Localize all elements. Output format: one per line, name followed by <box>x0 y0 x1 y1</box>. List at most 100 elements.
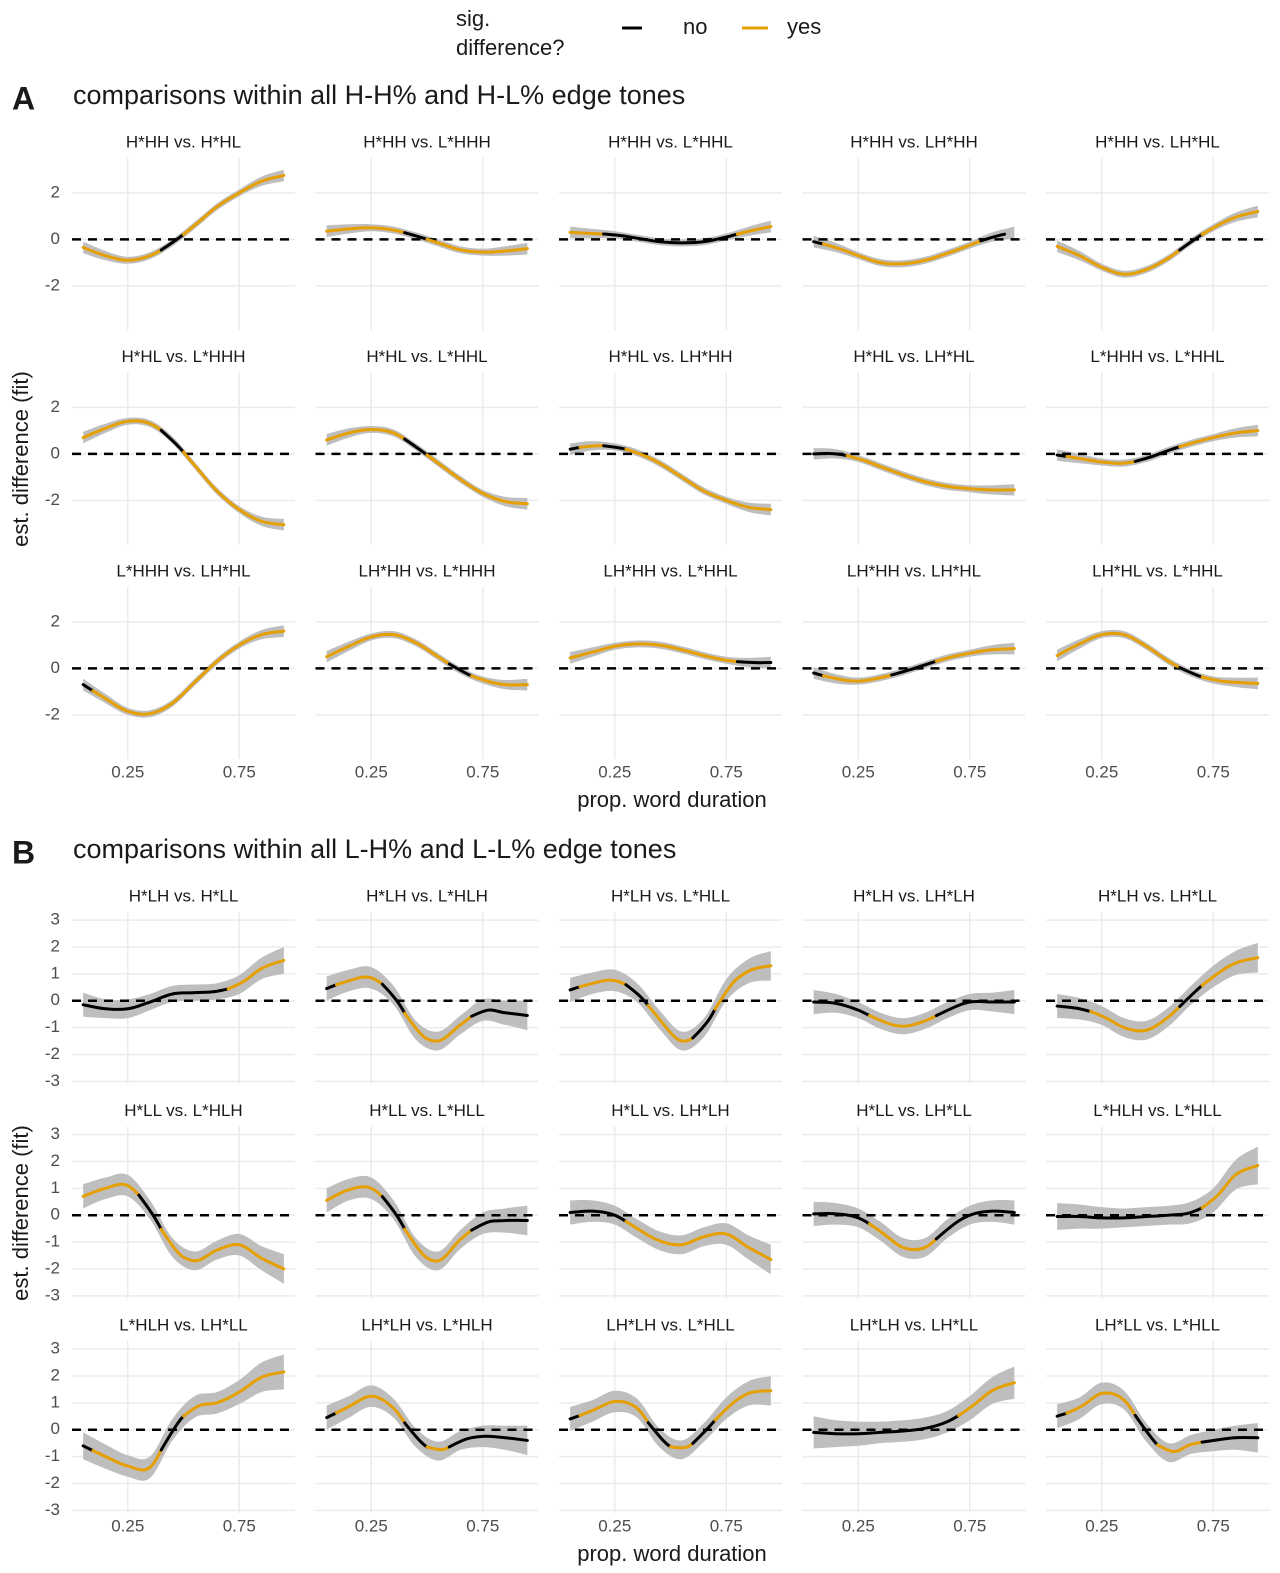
fit-line <box>821 239 983 266</box>
x-tick-label: 0.75 <box>466 762 499 781</box>
y-tick-label: 2 <box>51 1151 60 1170</box>
panel-title: L*HLH vs. LH*LL <box>119 1315 248 1334</box>
fit-line <box>159 428 185 454</box>
fit-line <box>1055 1206 1204 1220</box>
panel-title: LH*LH vs. L*HLH <box>361 1315 492 1334</box>
fit-line <box>934 1209 1016 1241</box>
panel-title: LH*LL vs. L*HLL <box>1095 1315 1220 1334</box>
x-tick-label: 0.25 <box>111 1516 144 1535</box>
fit-line <box>1156 1440 1204 1454</box>
y-tick-label: -2 <box>45 1044 60 1063</box>
fit-line <box>159 232 185 252</box>
fit-line <box>1089 1004 1182 1033</box>
panel-title: H*HH vs. H*HL <box>126 132 241 151</box>
confidence-band <box>813 1366 1015 1449</box>
legend-label: yes <box>787 14 821 39</box>
confidence-band <box>326 966 528 1051</box>
x-tick-label: 0.25 <box>598 1516 631 1535</box>
y-tick-label: -2 <box>45 704 60 723</box>
y-tick-label: 2 <box>51 182 60 201</box>
fit-line <box>325 427 407 442</box>
y-tick-label: 0 <box>51 1205 60 1224</box>
fit-line <box>403 1227 474 1263</box>
fit-line <box>325 632 451 666</box>
panel-title: LH*HL vs. L*HHL <box>1092 561 1223 580</box>
panel-title: LH*LH vs. L*HLL <box>606 1315 735 1334</box>
fit-line <box>470 1218 529 1232</box>
panel-title: LH*HH vs. L*HHH <box>359 561 496 580</box>
fit-line <box>568 1209 628 1223</box>
fit-line <box>812 1414 961 1436</box>
x-tick-label: 0.25 <box>598 762 631 781</box>
confidence-band <box>83 946 284 1019</box>
y-tick-label: 3 <box>51 1339 60 1358</box>
fit-line <box>1055 244 1182 276</box>
x-tick-label: 0.75 <box>710 762 743 781</box>
panel-title: LH*HH vs. LH*HL <box>847 561 981 580</box>
panel-title: H*HH vs. L*HHL <box>608 132 733 151</box>
confidence-band <box>570 950 771 1051</box>
fit-line <box>1200 956 1260 987</box>
legend-title: difference? <box>456 35 564 60</box>
y-tick-label: -2 <box>45 490 60 509</box>
y-tick-label: 0 <box>51 990 60 1009</box>
y-tick-label: 2 <box>51 397 60 416</box>
fit-line <box>821 673 894 683</box>
legend-label: no <box>683 14 707 39</box>
confidence-band <box>1057 942 1258 1041</box>
confidence-band <box>326 1385 528 1461</box>
fit-line <box>735 225 773 236</box>
x-tick-label: 0.25 <box>842 762 875 781</box>
fit-line <box>470 674 529 687</box>
panel-title: H*HL vs. L*HHH <box>121 347 245 366</box>
panel-title: H*HH vs. LH*HL <box>1095 132 1220 151</box>
section-label: B <box>12 834 35 870</box>
y-tick-label: 3 <box>51 1124 60 1143</box>
panel-title: H*HH vs. L*HHH <box>363 132 491 151</box>
confidence-band <box>326 1175 528 1271</box>
x-tick-label: 0.75 <box>1197 1516 1230 1535</box>
fit-line <box>713 1389 773 1422</box>
fit-line <box>182 1370 286 1418</box>
fit-line <box>226 958 286 991</box>
fit-line <box>646 1003 695 1043</box>
confidence-band <box>83 417 284 531</box>
panel-title: H*HL vs. L*HHL <box>366 347 487 366</box>
panel-title: H*HL vs. LH*HH <box>608 347 732 366</box>
x-tick-label: 0.25 <box>842 1516 875 1535</box>
y-tick-label: 1 <box>51 1178 60 1197</box>
x-tick-label: 0.75 <box>1197 762 1230 781</box>
fit-line <box>334 975 384 987</box>
y-tick-label: 0 <box>51 1419 60 1438</box>
y-tick-label: -2 <box>45 275 60 294</box>
y-tick-label: -3 <box>45 1285 60 1304</box>
y-tick-label: -1 <box>45 1017 60 1036</box>
fit-line <box>1200 1436 1260 1444</box>
fit-line <box>713 964 773 1011</box>
confidence-band <box>326 630 528 691</box>
panel-title: H*LL vs. L*HLH <box>124 1101 242 1120</box>
confidence-band <box>570 1375 771 1460</box>
confidence-band <box>1057 205 1258 278</box>
panel-title: H*LH vs. LH*LL <box>1098 886 1217 905</box>
fit-line <box>578 1399 650 1425</box>
fit-line <box>890 659 938 677</box>
fit-line <box>568 642 739 664</box>
panel-title: L*HHH vs. LH*HL <box>116 561 250 580</box>
fit-line <box>159 1227 286 1271</box>
y-tick-label: -1 <box>45 1446 60 1465</box>
fit-line <box>425 453 529 506</box>
fit-line <box>403 1011 474 1043</box>
y-tick-label: 0 <box>51 658 60 677</box>
panel-title: H*LL vs. L*HLL <box>369 1101 485 1120</box>
y-axis-title: est. difference (fit) <box>8 371 33 547</box>
fit-line <box>845 454 1016 492</box>
fit-line <box>380 1195 407 1231</box>
fit-line <box>691 1007 717 1040</box>
y-tick-label: -1 <box>45 1232 60 1251</box>
confidence-band <box>326 425 528 510</box>
panel-title: LH*HH vs. L*HHL <box>603 561 737 580</box>
y-tick-label: 2 <box>51 936 60 955</box>
fit-line <box>812 452 849 458</box>
